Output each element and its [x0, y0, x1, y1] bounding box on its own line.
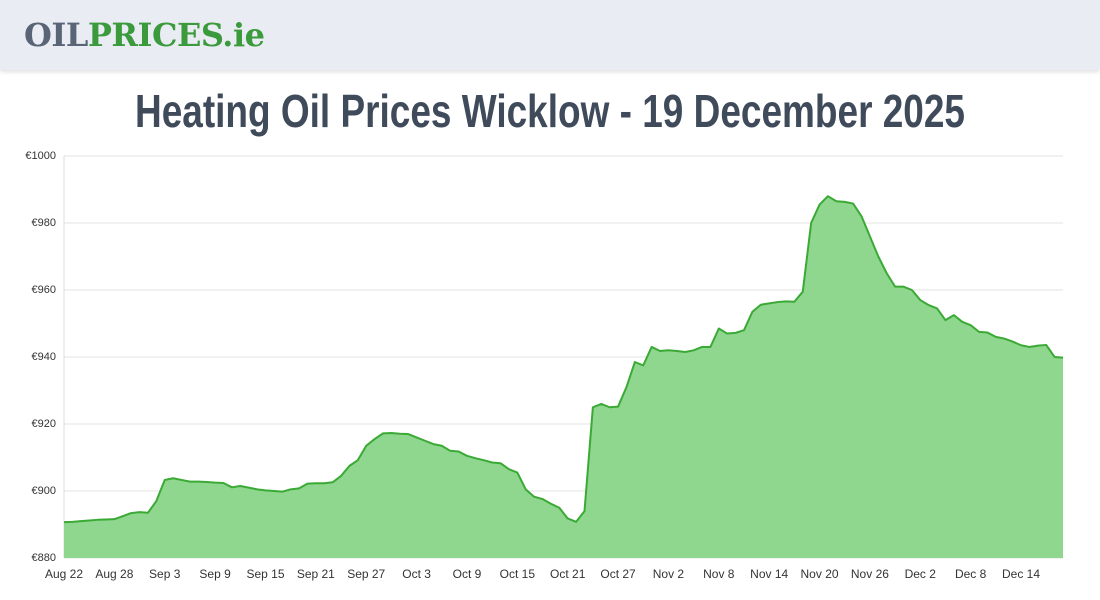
- y-tick-label: €900: [32, 485, 56, 497]
- x-tick-label: Nov 14: [750, 567, 788, 581]
- y-tick-label: €960: [32, 284, 56, 296]
- x-tick-label: Oct 27: [600, 567, 636, 581]
- x-tick-label: Nov 26: [851, 567, 889, 581]
- x-tick-label: Oct 21: [550, 567, 586, 581]
- x-tick-label: Sep 9: [199, 567, 231, 581]
- x-tick-label: Nov 2: [653, 567, 685, 581]
- chart: Heating Oil Prices Wicklow - 19 December…: [25, 85, 1064, 581]
- x-tick-label: Sep 27: [347, 567, 385, 581]
- y-tick-label: €920: [32, 418, 56, 430]
- y-tick-label: €880: [32, 552, 56, 564]
- line: [63, 195, 1064, 524]
- y-tick-label: €940: [32, 351, 56, 363]
- y-tick-label: €1000: [25, 150, 56, 162]
- x-tick-label: Dec 2: [905, 567, 937, 581]
- y-tick-label: €980: [32, 217, 56, 229]
- x-tick-label: Aug 28: [95, 567, 133, 581]
- x-tick-label: Dec 8: [955, 567, 987, 581]
- logo-part: .ie: [222, 16, 265, 54]
- x-tick-label: Oct 3: [402, 567, 431, 581]
- header: OILPRICES.ie: [0, 0, 1100, 70]
- x-tick-label: Nov 8: [703, 567, 735, 581]
- x-tick-label: Nov 20: [801, 567, 839, 581]
- logo-part: PRICES: [87, 16, 223, 54]
- x-tick-label: Sep 15: [246, 567, 284, 581]
- x-tick-label: Oct 9: [453, 567, 482, 581]
- x-tick-label: Oct 15: [500, 567, 536, 581]
- x-tick-label: Sep 3: [149, 567, 181, 581]
- chart-title: Heating Oil Prices Wicklow - 19 December…: [135, 85, 965, 137]
- x-tick-label: Aug 22: [45, 567, 83, 581]
- logo-part: OIL: [24, 16, 88, 54]
- logo[interactable]: OILPRICES.ie: [24, 16, 265, 54]
- x-tick-label: Sep 21: [297, 567, 335, 581]
- x-tick-label: Dec 14: [1002, 567, 1040, 581]
- area: [64, 196, 1063, 558]
